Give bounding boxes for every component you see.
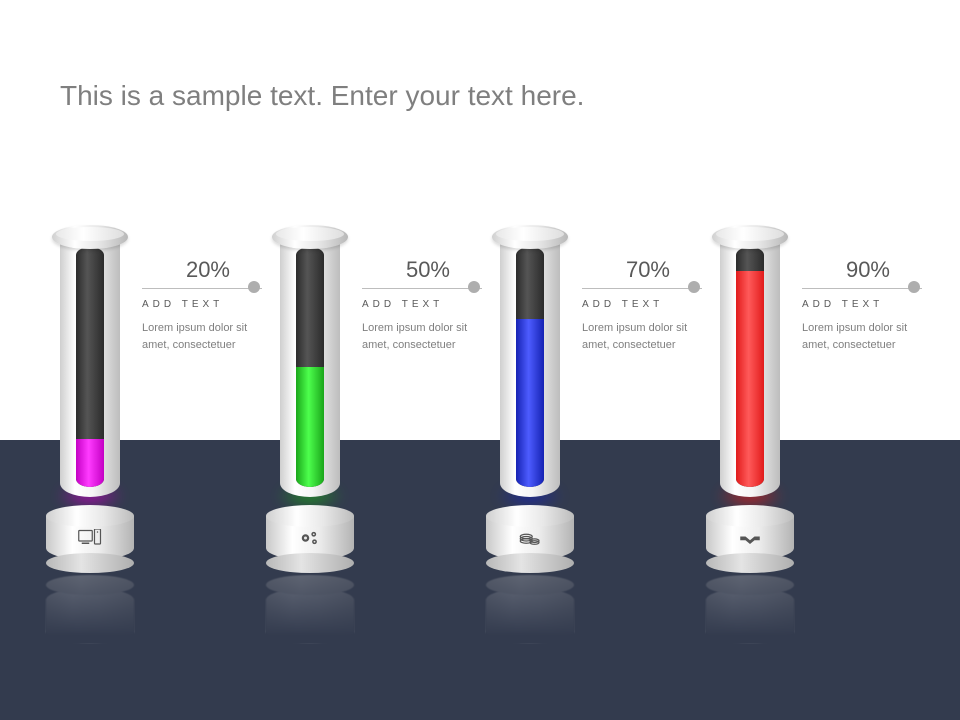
tube-text-block: 90% ADD TEXT Lorem ipsum dolor sit amet,…	[802, 255, 922, 353]
percent-dot	[688, 281, 700, 293]
percent-value: 50%	[362, 255, 482, 285]
tube-slot	[516, 247, 544, 487]
tube-cap	[712, 225, 788, 249]
tube-pedestal	[266, 505, 354, 569]
tube-fill	[516, 319, 544, 487]
tube-text-block: 20% ADD TEXT Lorem ipsum dolor sit amet,…	[142, 255, 262, 353]
tube-body-text: Lorem ipsum dolor sit amet, consectetuer	[362, 320, 482, 353]
tube-body-text: Lorem ipsum dolor sit amet, consectetuer	[802, 320, 922, 353]
percent-value: 90%	[802, 255, 922, 285]
tube-unit-4: 90% ADD TEXT Lorem ipsum dolor sit amet,…	[710, 225, 910, 720]
tube-fill	[296, 367, 324, 487]
percent-value: 20%	[142, 255, 262, 285]
handshake-icon	[706, 529, 794, 552]
tube-fill	[76, 439, 104, 487]
gears-icon	[266, 529, 354, 552]
percent-dot	[248, 281, 260, 293]
percent-value: 70%	[582, 255, 702, 285]
tube-pedestal	[486, 505, 574, 569]
tube-subtitle: ADD TEXT	[142, 299, 262, 310]
coins-icon	[486, 529, 574, 552]
tube-cap	[492, 225, 568, 249]
tube-cap	[52, 225, 128, 249]
tube-body-text: Lorem ipsum dolor sit amet, consectetuer	[142, 320, 262, 353]
tubes-container: 20% ADD TEXT Lorem ipsum dolor sit amet,…	[0, 225, 960, 720]
tube-unit-3: 70% ADD TEXT Lorem ipsum dolor sit amet,…	[490, 225, 690, 720]
percent-row: 70%	[582, 255, 702, 289]
tube-fill	[736, 271, 764, 487]
tube-subtitle: ADD TEXT	[802, 299, 922, 310]
tube-subtitle: ADD TEXT	[362, 299, 482, 310]
tube-body-text: Lorem ipsum dolor sit amet, consectetuer	[582, 320, 702, 353]
tube-pedestal	[46, 505, 134, 569]
tube-reflection	[46, 573, 134, 643]
tube-slot	[76, 247, 104, 487]
percent-row: 20%	[142, 255, 262, 289]
percent-row: 50%	[362, 255, 482, 289]
tube-unit-1: 20% ADD TEXT Lorem ipsum dolor sit amet,…	[50, 225, 250, 720]
tube-text-block: 50% ADD TEXT Lorem ipsum dolor sit amet,…	[362, 255, 482, 353]
tube-slot	[736, 247, 764, 487]
page-title: This is a sample text. Enter your text h…	[60, 80, 584, 112]
computer-icon	[46, 529, 134, 552]
tube-text-block: 70% ADD TEXT Lorem ipsum dolor sit amet,…	[582, 255, 702, 353]
tube-cap	[272, 225, 348, 249]
percent-row: 90%	[802, 255, 922, 289]
tube-subtitle: ADD TEXT	[582, 299, 702, 310]
tube-reflection	[266, 573, 354, 643]
tube-reflection	[706, 573, 794, 643]
tube-slot	[296, 247, 324, 487]
percent-dot	[468, 281, 480, 293]
tube-reflection	[486, 573, 574, 643]
tube-pedestal	[706, 505, 794, 569]
tube-unit-2: 50% ADD TEXT Lorem ipsum dolor sit amet,…	[270, 225, 470, 720]
percent-dot	[908, 281, 920, 293]
